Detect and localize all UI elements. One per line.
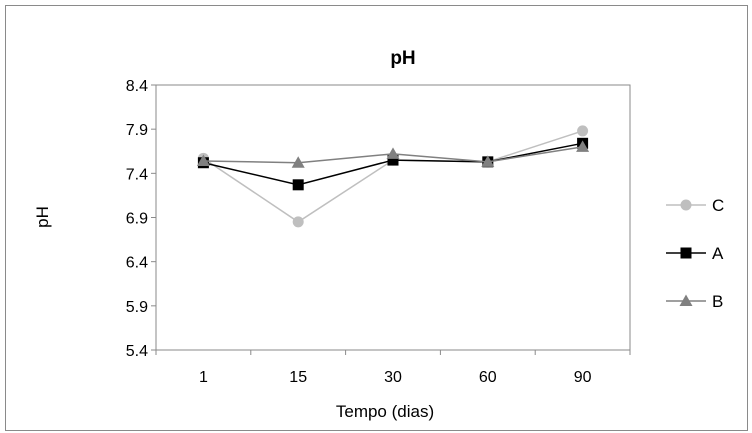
x-tick-label: 90 — [574, 369, 592, 386]
data-point-C — [577, 125, 589, 137]
data-point-A — [292, 179, 304, 191]
y-tick-label: 5.9 — [126, 299, 148, 316]
legend-item-A: A — [666, 244, 724, 263]
legend-item-B: B — [666, 292, 723, 311]
series-B — [196, 140, 590, 168]
y-tick-label: 6.9 — [126, 211, 148, 228]
y-tick-label: 5.4 — [126, 343, 148, 360]
y-axis: 8.4 7.9 7.4 6.9 6.4 5.9 5.4 — [126, 78, 156, 360]
x-tick-label: 15 — [289, 369, 307, 386]
chart-title: pH — [390, 48, 415, 69]
x-tick-label: 1 — [199, 369, 208, 386]
y-tick-label: 7.9 — [126, 122, 148, 139]
x-axis-title: Tempo (dias) — [336, 402, 434, 421]
data-point-B — [576, 140, 590, 152]
legend-marker — [680, 199, 692, 211]
data-point-C — [292, 216, 304, 228]
series-group — [196, 125, 590, 228]
legend: C A B — [666, 196, 724, 311]
legend-label: B — [712, 292, 723, 311]
legend-label: A — [712, 244, 724, 263]
data-point-B — [386, 147, 400, 159]
data-point-B — [196, 154, 210, 166]
legend-item-C: C — [666, 196, 724, 215]
x-tick-label: 30 — [384, 369, 402, 386]
y-axis-title: pH — [33, 206, 52, 228]
series-A — [197, 137, 589, 191]
plot-area — [155, 84, 631, 351]
x-axis: 1 15 30 60 90 — [155, 350, 631, 386]
chart-frame — [5, 5, 748, 431]
series-C — [197, 125, 589, 228]
y-tick-label: 7.4 — [126, 166, 148, 183]
data-point-A — [387, 154, 399, 166]
data-point-B — [291, 156, 305, 168]
y-tick-label: 6.4 — [126, 255, 148, 272]
legend-label: C — [712, 196, 724, 215]
data-point-B — [481, 155, 495, 167]
y-tick-label: 8.4 — [126, 78, 148, 95]
legend-marker — [680, 247, 692, 259]
x-tick-label: 60 — [479, 369, 497, 386]
legend-marker — [679, 294, 693, 306]
